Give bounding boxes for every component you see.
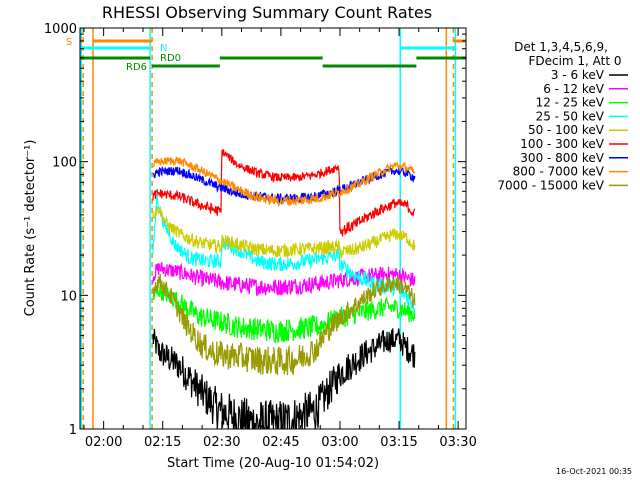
rd0-flag-label: RD0 <box>160 53 181 64</box>
legend-header-line-1: Det 1,3,4,5,6,9, <box>514 40 608 54</box>
x-axis-label: Start Time (20-Aug-10 01:54:02) <box>167 456 379 471</box>
y-axis: 1 10 100 1000 <box>44 22 466 438</box>
timestamp-label: 16-Oct-2021 00:35 <box>556 467 632 476</box>
legend-label-4: 50 - 100 keV <box>528 123 605 137</box>
series-line-2 <box>152 283 416 344</box>
y-tick-label: 1 <box>69 423 77 438</box>
legend-label-3: 25 - 50 keV <box>536 109 605 123</box>
night-flag-label: N <box>160 43 167 54</box>
legend-label-7: 800 - 7000 keV <box>513 165 605 179</box>
y-tick-label: 10 <box>60 289 77 304</box>
series-line-4 <box>152 206 416 259</box>
plot-frame <box>79 27 467 430</box>
x-tick-label: 02:45 <box>262 435 299 450</box>
instrument-flags <box>80 28 466 429</box>
series-group <box>152 149 416 429</box>
x-tick-label: 02:30 <box>203 435 240 450</box>
legend-header-line-2: FDecim 1, Att 0 <box>528 54 621 68</box>
y-tick-label: 100 <box>52 156 77 171</box>
series-line-1 <box>152 262 416 297</box>
series-line-7 <box>152 156 416 208</box>
x-tick-label: 03:15 <box>380 435 417 450</box>
series-line-0 <box>152 328 416 429</box>
chart-title: RHESSI Observing Summary Count Rates <box>102 3 432 22</box>
x-axis: 02:00 02:15 02:30 02:45 03:00 03:15 03:30 <box>83 28 477 450</box>
legend-label-8: 7000 - 15000 keV <box>497 178 604 192</box>
x-tick-label: 03:00 <box>321 435 358 450</box>
saa-flag-label: S <box>66 37 72 48</box>
legend-label-2: 12 - 25 keV <box>536 96 605 110</box>
legend-label-6: 300 - 800 keV <box>520 151 604 165</box>
series-line-8 <box>152 273 416 376</box>
legend-label-0: 3 - 6 keV <box>551 68 605 82</box>
rd6-flag-label: RD6 <box>126 62 147 73</box>
y-axis-label: Count Rate (s⁻¹ detector⁻¹) <box>23 140 38 317</box>
x-tick-label: 03:30 <box>439 435 476 450</box>
y-tick-label: 1000 <box>44 22 77 37</box>
series-line-5 <box>152 149 416 237</box>
x-tick-label: 02:15 <box>144 435 181 450</box>
series-line-3 <box>152 194 416 313</box>
legend-label-5: 100 - 300 keV <box>520 137 604 151</box>
x-tick-label: 02:00 <box>85 435 122 450</box>
legend-label-1: 6 - 12 keV <box>543 82 605 96</box>
